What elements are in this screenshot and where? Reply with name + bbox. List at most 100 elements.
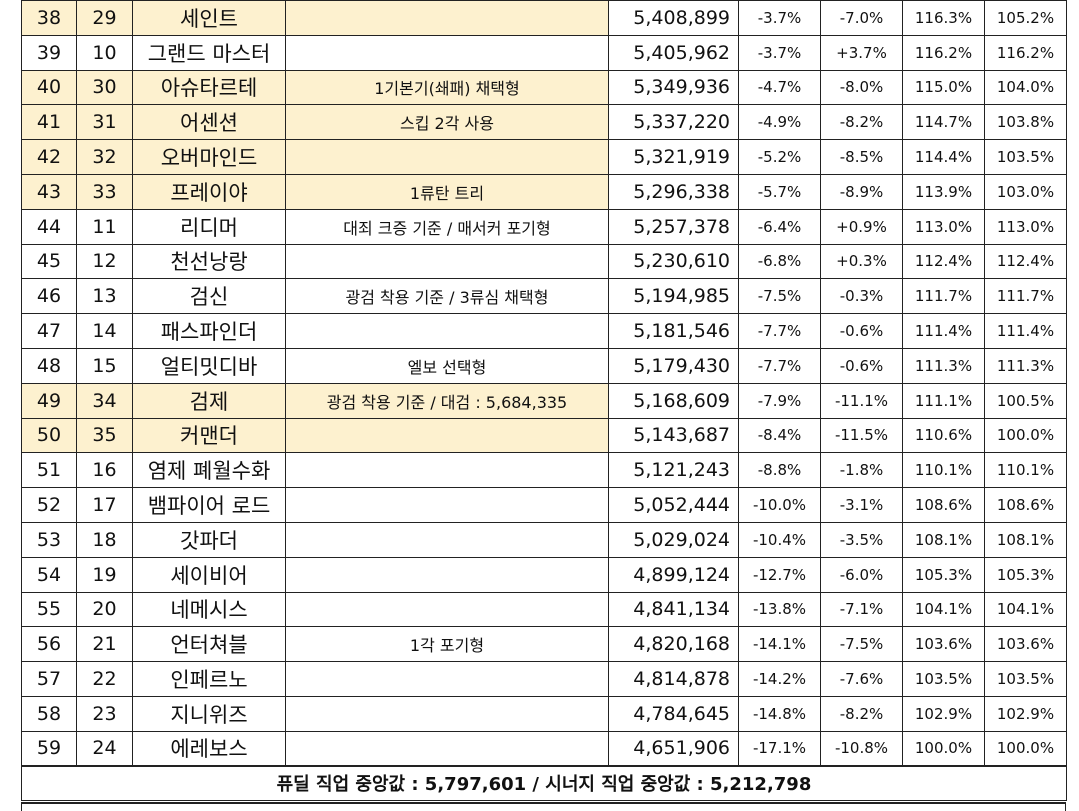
ratio-category-cell: 103.0%	[984, 173, 1067, 210]
ratio-category-cell: 108.6%	[984, 487, 1067, 523]
table-row: 57 22 인페르노 4,814,878 -14.2% -7.6% 103.5% 103.5%	[21, 661, 1067, 697]
ratio-category-cell: 113.0%	[984, 208, 1067, 245]
table-row: 52 17 뱀파이어 로드 5,052,444 -10.0% -3.1% 108.6% 108…	[21, 487, 1067, 523]
note-cell	[285, 695, 609, 732]
score-cell: 5,408,899	[608, 0, 739, 36]
diff-category-cell: -11.1%	[820, 382, 903, 419]
job-name-cell: 천선낭랑	[132, 243, 286, 280]
table-row: 54 19 세이비어 4,899,124 -12.7% -6.0% 105.3% 105.3%	[21, 556, 1067, 593]
diff-category-cell: -7.0%	[820, 0, 903, 36]
score-cell: 5,052,444	[608, 487, 739, 523]
ratio-overall-cell: 113.9%	[902, 173, 985, 210]
note-cell: 광검 착용 기준 / 3류심 채택형	[285, 278, 609, 315]
diff-overall-cell: -12.7%	[738, 556, 821, 593]
median-summary-text: 퓨딜 직업 중앙값 : 5,797,601 / 시너지 직업 중앙값 : 5,2…	[21, 765, 1067, 801]
diff-overall-cell: -4.9%	[738, 104, 821, 141]
category-rank-cell: 24	[76, 730, 133, 767]
note-cell: 광검 착용 기준 / 대검 : 5,684,335	[285, 382, 609, 419]
score-cell: 4,651,906	[608, 730, 739, 767]
overall-rank-cell: 45	[21, 243, 77, 280]
table-row: 53 18 갓파더 5,029,024 -10.4% -3.5% 108.1% 108.1%	[21, 521, 1067, 558]
overall-rank-cell: 48	[21, 347, 77, 384]
diff-category-cell: -3.1%	[820, 487, 903, 523]
ratio-overall-cell: 115.0%	[902, 69, 985, 106]
note-cell: 스킵 2각 사용	[285, 104, 609, 141]
job-name-cell: 언터쳐블	[132, 626, 286, 663]
overall-rank-cell: 58	[21, 695, 77, 732]
ratio-category-cell: 110.1%	[984, 452, 1067, 489]
diff-overall-cell: -8.8%	[738, 452, 821, 489]
job-name-cell: 세인트	[132, 0, 286, 36]
score-cell: 5,337,220	[608, 104, 739, 141]
ratio-overall-cell: 110.6%	[902, 417, 985, 454]
diff-overall-cell: -4.7%	[738, 69, 821, 106]
ratio-category-cell: 111.4%	[984, 313, 1067, 349]
diff-category-cell: +0.9%	[820, 208, 903, 245]
category-rank-cell: 13	[76, 278, 133, 315]
job-name-cell: 검제	[132, 382, 286, 419]
ratio-overall-cell: 111.7%	[902, 278, 985, 315]
table-row: 56 21 언터쳐블 1각 포기형 4,820,168 -14.1% -7.5% 103.6%…	[21, 626, 1067, 663]
note-cell: 1기본기(쇄패) 채택형	[285, 69, 609, 106]
ratio-category-cell: 100.0%	[984, 730, 1067, 767]
score-cell: 5,179,430	[608, 347, 739, 384]
overall-rank-cell: 52	[21, 487, 77, 523]
diff-overall-cell: -5.2%	[738, 139, 821, 175]
table-row: 38 29 세인트 5,408,899 -3.7% -7.0% 116.3% 105.2%	[21, 0, 1067, 36]
diff-overall-cell: -14.8%	[738, 695, 821, 732]
overall-rank-cell: 55	[21, 591, 77, 628]
diff-category-cell: -0.6%	[820, 347, 903, 384]
ratio-overall-cell: 111.4%	[902, 313, 985, 349]
ratio-overall-cell: 108.1%	[902, 521, 985, 558]
table-row: 49 34 검제 광검 착용 기준 / 대검 : 5,684,335 5,168,609…	[21, 382, 1067, 419]
ratio-overall-cell: 108.6%	[902, 487, 985, 523]
category-rank-cell: 10	[76, 34, 133, 71]
note-cell: 엘보 선택형	[285, 347, 609, 384]
diff-category-cell: -7.6%	[820, 661, 903, 697]
note-cell	[285, 243, 609, 280]
overall-rank-cell: 40	[21, 69, 77, 106]
overall-rank-cell: 42	[21, 139, 77, 175]
ratio-category-cell: 103.5%	[984, 661, 1067, 697]
table-row: 45 12 천선낭랑 5,230,610 -6.8% +0.3% 112.4% 112.4%	[21, 243, 1067, 280]
ratio-overall-cell: 103.5%	[902, 661, 985, 697]
score-cell: 4,784,645	[608, 695, 739, 732]
job-name-cell: 프레이야	[132, 173, 286, 210]
category-rank-cell: 21	[76, 626, 133, 663]
ratio-overall-cell: 111.1%	[902, 382, 985, 419]
note-cell	[285, 591, 609, 628]
score-cell: 5,029,024	[608, 521, 739, 558]
score-cell: 4,841,134	[608, 591, 739, 628]
job-name-cell: 세이비어	[132, 556, 286, 593]
category-rank-cell: 18	[76, 521, 133, 558]
ratio-category-cell: 108.1%	[984, 521, 1067, 558]
ratio-overall-cell: 116.2%	[902, 34, 985, 71]
note-cell	[285, 0, 609, 36]
overall-rank-cell: 53	[21, 521, 77, 558]
ratio-overall-cell: 111.3%	[902, 347, 985, 384]
overall-rank-cell: 59	[21, 730, 77, 767]
note-cell	[285, 417, 609, 454]
overall-rank-cell: 50	[21, 417, 77, 454]
diff-category-cell: -7.1%	[820, 591, 903, 628]
diff-category-cell: -7.5%	[820, 626, 903, 663]
score-cell: 4,814,878	[608, 661, 739, 697]
diff-overall-cell: -5.7%	[738, 173, 821, 210]
job-name-cell: 갓파더	[132, 521, 286, 558]
score-cell: 4,899,124	[608, 556, 739, 593]
category-rank-cell: 20	[76, 591, 133, 628]
overall-rank-cell: 57	[21, 661, 77, 697]
category-rank-cell: 11	[76, 208, 133, 245]
diff-overall-cell: -3.7%	[738, 0, 821, 36]
score-cell: 5,194,985	[608, 278, 739, 315]
overall-rank-cell: 43	[21, 173, 77, 210]
table-row: 47 14 패스파인더 5,181,546 -7.7% -0.6% 111.4% 111.4%	[21, 313, 1067, 349]
ratio-category-cell: 105.2%	[984, 0, 1067, 36]
overall-rank-cell: 47	[21, 313, 77, 349]
ratio-category-cell: 104.0%	[984, 69, 1067, 106]
diff-category-cell: -1.8%	[820, 452, 903, 489]
category-rank-cell: 17	[76, 487, 133, 523]
score-cell: 5,321,919	[608, 139, 739, 175]
ratio-category-cell: 103.8%	[984, 104, 1067, 141]
score-cell: 5,349,936	[608, 69, 739, 106]
